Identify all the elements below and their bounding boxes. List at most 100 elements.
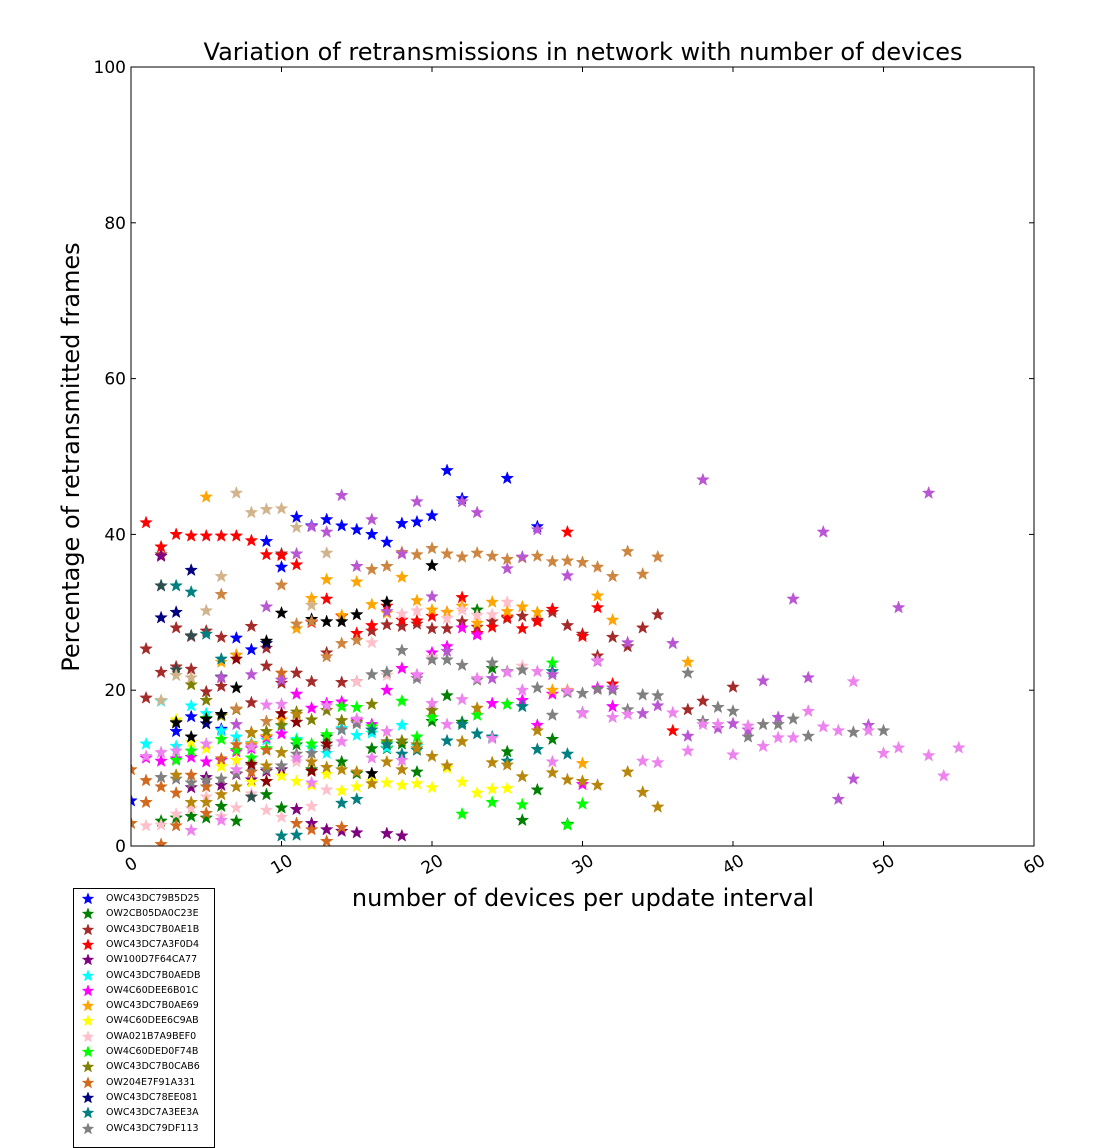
data-point-s9-17 (395, 606, 409, 620)
legend-star-icon (81, 1091, 95, 1104)
data-point-s3-5 (214, 528, 229, 542)
data-point-s23-8 (259, 697, 274, 711)
data-point-s14-13 (440, 733, 454, 747)
legend-label: OW100D7F64CA77 (106, 954, 198, 966)
data-point-s20-7 (259, 502, 274, 516)
data-point-s19-1 (184, 795, 199, 809)
data-point-s15-0 (154, 770, 168, 784)
data-point-s20-1 (169, 668, 184, 682)
data-point-s14-21 (560, 746, 575, 760)
x-tick-label: 10 (268, 851, 297, 879)
data-point-s0-0 (131, 793, 138, 807)
data-point-s23-20 (440, 717, 454, 731)
data-point-s0-5 (244, 642, 259, 656)
legend-item: OWC43DC7B0CAB6 (80, 1059, 200, 1074)
data-point-s22-33 (711, 721, 725, 735)
data-point-s8-21 (485, 781, 500, 795)
data-point-s7-23 (545, 682, 560, 697)
data-point-s22-10 (364, 512, 379, 526)
data-point-s19-7 (274, 745, 289, 759)
data-point-s19-18 (440, 758, 454, 772)
data-point-s23-9 (274, 696, 289, 711)
data-point-s19-0 (169, 767, 184, 781)
data-point-s0-7 (274, 559, 289, 573)
data-point-s9-2 (169, 806, 184, 820)
data-point-s15-8 (274, 758, 289, 772)
legend-item: OW100D7F64CA77 (80, 952, 197, 967)
data-point-s3-27 (545, 601, 560, 616)
data-point-s15-19 (440, 652, 454, 666)
x-tick-label: 50 (870, 851, 899, 879)
data-point-s23-36 (680, 743, 695, 757)
data-point-s9-24 (500, 594, 515, 609)
x-tick-label: 60 (1020, 851, 1049, 879)
data-point-s10-17 (425, 710, 439, 724)
data-point-s23-10 (289, 750, 304, 764)
data-point-s16-8 (319, 614, 334, 628)
data-point-s1-2 (184, 809, 199, 823)
data-point-s21-18 (485, 548, 500, 563)
data-point-s22-27 (620, 635, 635, 649)
y-tick-label: 20 (104, 681, 126, 701)
data-point-s8-5 (244, 774, 259, 788)
data-point-s7-11 (364, 597, 379, 611)
data-point-s15-13 (349, 716, 364, 730)
data-point-s2-25 (379, 617, 394, 631)
data-point-s6-31 (605, 699, 620, 713)
legend-star-icon (81, 1106, 95, 1119)
data-point-s22-28 (635, 706, 650, 720)
data-point-s3-3 (184, 528, 199, 542)
data-point-s14-19 (530, 742, 545, 756)
data-point-s1-24 (530, 782, 545, 796)
data-point-s20-2 (184, 670, 199, 684)
data-point-s18-4 (244, 789, 259, 803)
data-point-s12-2 (139, 795, 153, 809)
data-point-s2-41 (620, 639, 635, 653)
data-point-s13-3 (199, 716, 214, 730)
data-point-s23-43 (786, 730, 801, 744)
data-point-s9-10 (289, 754, 304, 768)
data-point-s3-29 (575, 629, 590, 643)
data-point-s23-39 (726, 747, 740, 761)
legend-label: OW4C60DED0F74B (106, 1046, 199, 1057)
legend-label: OWC43DC7B0AE69 (106, 1000, 199, 1012)
data-point-s12-4 (154, 779, 168, 793)
data-point-s3-8 (259, 547, 274, 561)
data-point-s22-17 (470, 505, 485, 519)
data-point-s8-12 (349, 779, 364, 793)
data-point-s9-3 (184, 801, 199, 815)
data-point-s22-37 (771, 710, 786, 724)
data-point-s3-2 (169, 527, 184, 541)
data-point-s19-17 (425, 749, 439, 763)
legend-label: OW2CB05DA0C23E (106, 908, 199, 920)
data-point-s23-4 (199, 736, 214, 750)
data-point-s0-18 (440, 463, 454, 477)
data-point-s12-5 (154, 837, 168, 846)
data-point-s0-11 (334, 518, 349, 532)
data-point-s17-6 (319, 736, 334, 750)
data-point-s23-45 (816, 719, 831, 733)
data-point-s21-11 (379, 559, 394, 573)
data-point-s2-14 (244, 695, 259, 709)
data-point-s22-8 (334, 488, 349, 502)
data-point-s15-22 (485, 655, 500, 669)
data-point-s15-34 (680, 665, 695, 679)
data-point-s2-13 (244, 619, 259, 633)
data-point-s22-22 (545, 667, 560, 681)
data-point-s11-2 (199, 693, 214, 707)
data-point-s0-12 (349, 522, 364, 536)
data-point-s23-53 (951, 740, 966, 754)
data-point-s1-21 (485, 661, 500, 675)
data-point-s23-30 (590, 653, 605, 667)
data-point-s1-18 (440, 688, 454, 702)
data-point-s5-3 (184, 698, 199, 712)
data-point-s20-0 (154, 693, 168, 707)
data-point-s5-14 (349, 728, 364, 742)
legend-label: OWC43DC7B0AE1B (106, 923, 200, 935)
data-point-s0-1 (169, 724, 184, 738)
data-point-s6-1 (154, 753, 168, 767)
data-point-s23-27 (545, 754, 560, 768)
legend-label: OW4C60DEE6C9AB (106, 1015, 199, 1027)
data-point-s10-19 (470, 707, 485, 721)
data-point-s14-7 (334, 795, 349, 809)
